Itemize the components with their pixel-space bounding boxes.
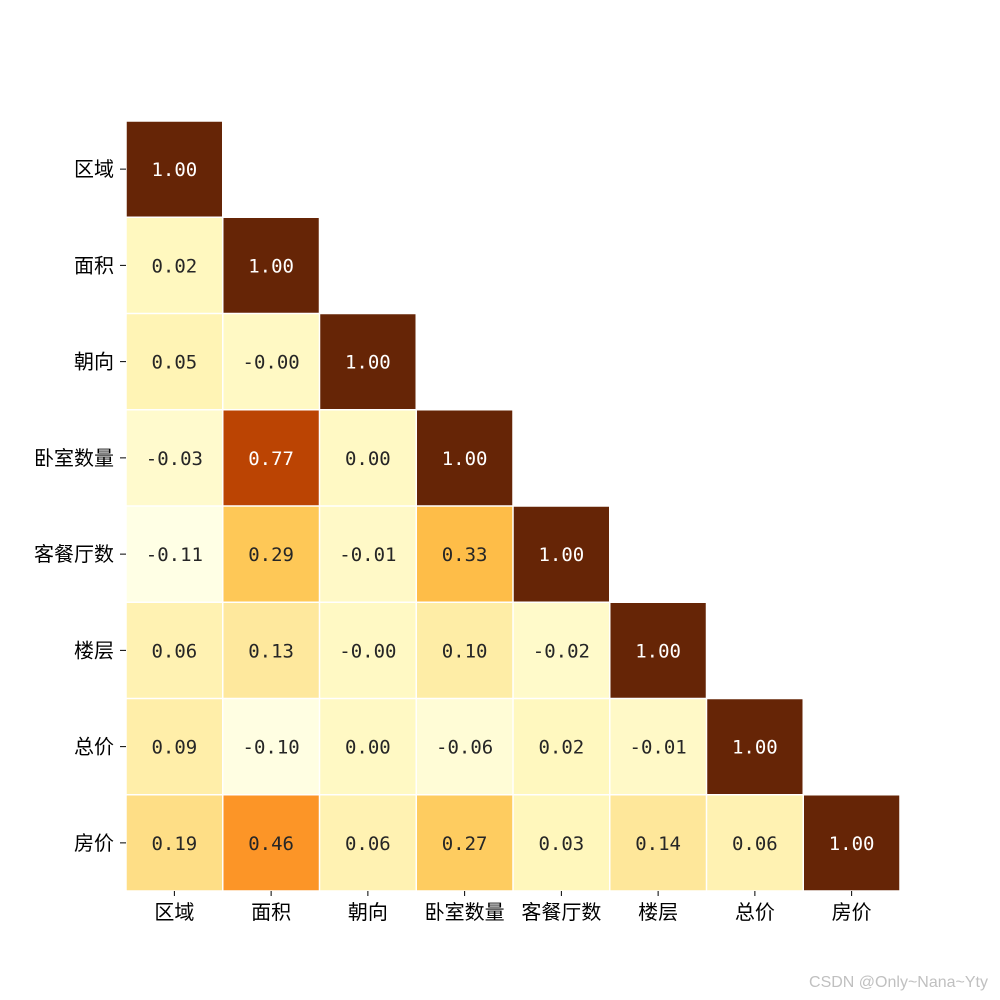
cell-value-label: -0.00 <box>243 352 300 374</box>
heatmap-cell <box>610 603 706 698</box>
heatmap-cell <box>126 314 222 409</box>
heatmap-cell <box>513 795 609 891</box>
x-tick-label: 总价 <box>735 900 775 924</box>
x-tick-label: 朝向 <box>348 900 388 924</box>
cell-value-label: -0.00 <box>339 640 396 662</box>
heatmap-cell <box>417 795 513 891</box>
cell-value-label: 1.00 <box>151 159 197 181</box>
cell-value-label: 0.27 <box>442 833 488 855</box>
cell-value-label: -0.11 <box>146 544 203 566</box>
cell-value-label: -0.01 <box>630 737 687 759</box>
heatmap-cell <box>320 506 416 602</box>
y-tick-label: 客餐厅数 <box>34 542 114 566</box>
watermark-text: CSDN @Only~Nana~Yty <box>809 974 988 991</box>
heatmap-cell <box>320 314 416 409</box>
cell-value-label: 1.00 <box>732 737 778 759</box>
x-tick-labels: 区域 面积 朝向 卧室数量 客餐厅数 楼层 总价 房价 <box>154 891 872 924</box>
heatmap-cell <box>126 218 222 313</box>
y-tick-label: 卧室数量 <box>34 446 114 470</box>
heatmap-cell <box>320 410 416 506</box>
cell-value-label: 1.00 <box>538 544 584 566</box>
cell-value-label: 0.14 <box>635 833 681 855</box>
heatmap-cell <box>804 795 900 891</box>
heatmap-cells: 1.00 0.02 1.00 0.05 -0.00 1.00 -0.03 0.77 0.00 1.… <box>126 121 900 891</box>
heatmap-cell <box>126 603 222 698</box>
cell-value-label: 1.00 <box>345 352 391 374</box>
heatmap-cell <box>223 506 319 602</box>
cell-value-label: 0.10 <box>442 640 488 662</box>
heatmap-cell <box>223 795 319 891</box>
heatmap-cell <box>126 699 222 794</box>
heatmap-cell <box>126 795 222 891</box>
cell-value-label: 0.00 <box>345 448 391 470</box>
cell-value-label: 0.29 <box>248 544 294 566</box>
cell-value-label: -0.02 <box>533 640 590 662</box>
y-tick-label: 总价 <box>74 735 114 759</box>
cell-value-label: -0.03 <box>146 448 203 470</box>
heatmap-cell <box>320 603 416 698</box>
x-tick-label: 楼层 <box>638 900 678 924</box>
heatmap-cell <box>610 699 706 794</box>
cell-value-label: -0.10 <box>243 737 300 759</box>
heatmap-cell <box>223 410 319 506</box>
heatmap-cell <box>513 699 609 794</box>
heatmap-cell <box>417 699 513 794</box>
y-tick-label: 楼层 <box>74 638 114 662</box>
heatmap-cell <box>707 699 803 794</box>
cell-value-label: 1.00 <box>829 833 875 855</box>
cell-value-label: 0.02 <box>151 255 197 277</box>
heatmap-cell <box>610 795 706 891</box>
cell-value-label: 1.00 <box>442 448 488 470</box>
cell-value-label: 0.13 <box>248 640 294 662</box>
x-tick-label: 客餐厅数 <box>521 900 601 924</box>
x-tick-label: 面积 <box>251 900 291 924</box>
heatmap-cell <box>513 603 609 698</box>
heatmap-cell <box>126 506 222 602</box>
cell-value-label: 0.03 <box>538 833 584 855</box>
y-tick-label: 朝向 <box>74 350 114 374</box>
heatmap-cell <box>417 603 513 698</box>
cell-value-label: 0.09 <box>151 737 197 759</box>
cell-value-label: 0.06 <box>732 833 778 855</box>
heatmap-cell <box>126 410 222 506</box>
cell-value-label: 0.19 <box>151 833 197 855</box>
cell-value-label: 0.77 <box>248 448 294 470</box>
heatmap-cell <box>126 121 222 217</box>
cell-value-label: 0.02 <box>538 737 584 759</box>
cell-value-label: 0.06 <box>151 640 197 662</box>
heatmap-cell <box>320 699 416 794</box>
heatmap-cell <box>513 506 609 602</box>
x-tick-label: 卧室数量 <box>425 900 505 924</box>
y-tick-label: 面积 <box>74 253 114 277</box>
heatmap-cell <box>223 603 319 698</box>
x-tick-label: 房价 <box>832 900 872 924</box>
cell-value-label: 0.33 <box>442 544 488 566</box>
cell-value-label: 0.46 <box>248 833 294 855</box>
x-tick-label: 区域 <box>154 900 194 924</box>
heatmap-cell <box>417 506 513 602</box>
cell-value-label: -0.01 <box>339 544 396 566</box>
heatmap-cell <box>223 699 319 794</box>
heatmap-cell <box>417 410 513 506</box>
cell-value-label: 1.00 <box>248 255 294 277</box>
cell-value-label: 1.00 <box>635 640 681 662</box>
cell-value-label: 0.06 <box>345 833 391 855</box>
heatmap-cell <box>223 218 319 313</box>
cell-value-label: 0.00 <box>345 737 391 759</box>
cell-value-label: 0.05 <box>151 352 197 374</box>
cell-value-label: -0.06 <box>436 737 493 759</box>
y-tick-label: 房价 <box>74 831 114 855</box>
heatmap-cell <box>223 314 319 409</box>
heatmap-cell <box>707 795 803 891</box>
heatmap-cell <box>320 795 416 891</box>
y-tick-label: 区域 <box>74 157 114 181</box>
